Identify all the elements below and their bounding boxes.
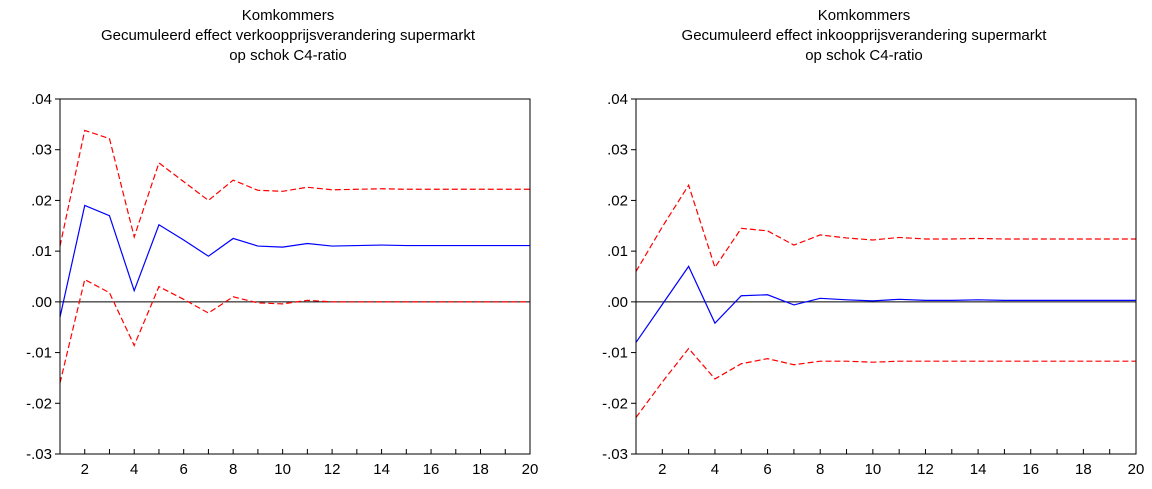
chart-panel-left: Komkommers Gecumuleerd effect verkooppri… — [0, 6, 576, 478]
x-tick-label: 8 — [229, 461, 237, 478]
y-tick-label: -.02 — [602, 395, 628, 412]
y-tick-label: .04 — [31, 91, 52, 108]
chart-panel-right: Komkommers Gecumuleerd effect inkoopprij… — [576, 0, 1152, 489]
y-tick-label: .00 — [607, 294, 628, 311]
chart-plot-right: .04 .03 .02 .01 .00 -.01 -.02 -.03 2 4 6 8 10 12 14 16 1… — [602, 91, 1145, 478]
upper-band-line — [635, 183, 1136, 272]
y-tick-label: .04 — [607, 91, 628, 108]
x-tick-label: 8 — [816, 461, 824, 478]
x-tick-label: 20 — [1128, 461, 1145, 478]
y-tick-label: -.01 — [26, 345, 52, 362]
chart-title-block: Komkommers Gecumuleerd effect inkoopprij… — [576, 6, 1152, 66]
x-tick-label: 10 — [864, 461, 881, 478]
x-tick-label: 14 — [373, 461, 390, 478]
y-tick-label: -.03 — [26, 446, 52, 463]
chart-subtitle-line-1: Gecumuleerd effect verkoopprijsveranderi… — [100, 27, 476, 44]
x-tick-label: 10 — [274, 461, 291, 478]
chart-subtitle-line-1: Gecumuleerd effect inkoopprijsveranderin… — [681, 27, 1047, 44]
x-tick-label: 6 — [763, 461, 771, 478]
x-tick-label: 16 — [1022, 461, 1039, 478]
x-tick-label: 4 — [130, 461, 138, 478]
x-tick-label: 12 — [324, 461, 341, 478]
chart-subtitle-line-2: op schok C4-ratio — [805, 47, 923, 64]
x-tick-label: 20 — [522, 461, 539, 478]
x-tick-label: 6 — [180, 461, 188, 478]
y-tick-label: .00 — [31, 294, 52, 311]
x-tick-label: 18 — [1075, 461, 1092, 478]
y-tick-label: .01 — [31, 243, 52, 260]
y-tick-label: -.01 — [602, 345, 628, 362]
plot-frame — [59, 98, 531, 455]
chart-plot-left: .04 .03 .02 .01 .00 -.01 -.02 -.03 2 4 6 8 10 12 14 16 1… — [26, 91, 539, 478]
upper-band-line — [59, 129, 530, 247]
response-line — [59, 204, 530, 318]
x-tick-label: 4 — [711, 461, 719, 478]
x-tick-label: 18 — [472, 461, 489, 478]
x-tick-label: 2 — [81, 461, 89, 478]
chart-subtitle-line-2: op schok C4-ratio — [229, 47, 347, 64]
y-tick-label: .02 — [31, 192, 52, 209]
chart-title: Komkommers — [241, 7, 335, 24]
lower-band-line — [635, 347, 1136, 418]
y-tick-label: .01 — [607, 243, 628, 260]
response-line — [635, 265, 1136, 343]
y-tick-label: -.02 — [26, 395, 52, 412]
y-tick-label: .03 — [607, 142, 628, 159]
y-tick-label: -.03 — [602, 446, 628, 463]
chart-title-block: Komkommers Gecumuleerd effect verkooppri… — [0, 6, 576, 66]
x-tick-label: 16 — [423, 461, 440, 478]
chart-title: Komkommers — [817, 7, 911, 24]
x-tick-label: 2 — [658, 461, 666, 478]
lower-band-line — [59, 278, 530, 384]
x-tick-label: 12 — [917, 461, 934, 478]
y-tick-label: .02 — [607, 192, 628, 209]
y-tick-label: .03 — [31, 142, 52, 159]
plot-frame — [635, 98, 1137, 455]
x-tick-label: 14 — [970, 461, 987, 478]
